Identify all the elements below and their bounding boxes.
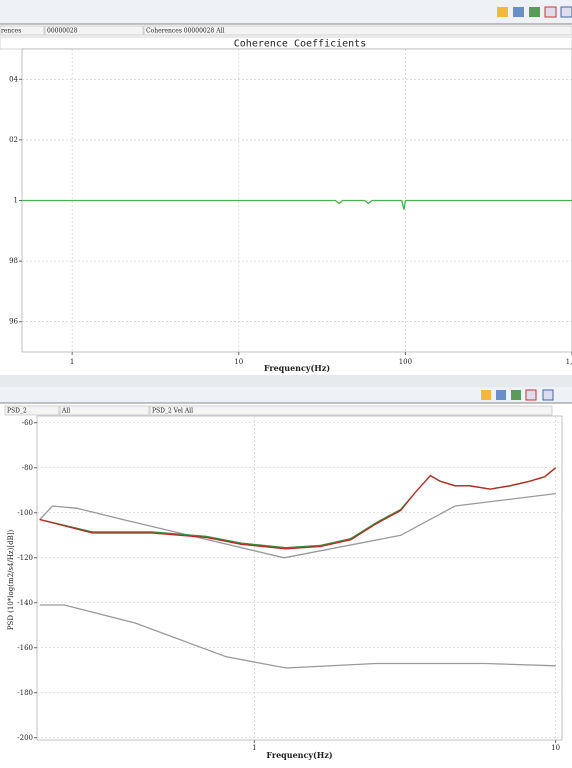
y-tick-label: -160 (17, 644, 33, 652)
x-tick-label: 1, (566, 358, 572, 366)
selector-text: Coherences 00000028 All (146, 28, 224, 35)
selector-text: rences (1, 28, 21, 35)
plot-area (36, 415, 563, 741)
window-icon[interactable] (542, 389, 554, 401)
series-line (39, 604, 556, 669)
export-icon[interactable] (529, 7, 540, 17)
x-tick-label: 1 (252, 744, 256, 752)
selector[interactable] (143, 25, 572, 36)
close-icon[interactable] (525, 389, 537, 401)
y-tick-label: 1 (14, 197, 18, 205)
selector[interactable] (0, 25, 45, 36)
x-tick-label: 100 (399, 358, 412, 366)
y-tick-label: 98 (9, 257, 18, 265)
save-icon[interactable] (496, 390, 506, 400)
y-tick-label: -120 (17, 554, 33, 562)
window-icon[interactable] (560, 6, 572, 18)
toolbar (0, 0, 572, 24)
y-tick-label: -100 (17, 509, 33, 517)
y-tick-label: -140 (17, 599, 33, 607)
open-icon[interactable] (497, 7, 508, 17)
y-tick-label: 02 (9, 136, 18, 144)
selector-text: PSD_2 Vel All (152, 408, 193, 415)
x-axis-label: Frequency(Hz) (266, 750, 333, 760)
y-tick-label: -180 (17, 689, 33, 697)
open-icon[interactable] (481, 390, 491, 400)
selector[interactable] (149, 405, 553, 416)
toolbar (0, 387, 572, 403)
y-tick-label: 96 (9, 318, 18, 326)
selector-text: All (61, 408, 70, 415)
selector[interactable] (4, 405, 60, 416)
series-line (39, 492, 556, 559)
selector-text: 00000028 (47, 28, 78, 35)
selector[interactable] (59, 405, 150, 416)
series-line (22, 199, 572, 210)
selector-text: PSD_2 (7, 408, 27, 415)
x-tick-label: 10 (234, 358, 243, 366)
series-line (39, 467, 557, 550)
x-tick-label: 1 (70, 358, 74, 366)
selector[interactable] (44, 25, 144, 36)
save-icon[interactable] (513, 7, 524, 17)
export-icon[interactable] (511, 390, 521, 400)
x-axis-label: Frequency(Hz) (264, 363, 331, 373)
toolbar-icons (481, 389, 554, 401)
separator (0, 375, 572, 387)
y-tick-label: 04 (9, 75, 18, 83)
chart-title: Coherence Coefficients (234, 39, 366, 50)
close-icon[interactable] (544, 6, 557, 18)
y-axis-label: PSD (10*log(m2/s4/Hz)[dB]) (7, 530, 15, 631)
toolbar-icons (497, 6, 572, 18)
y-tick-label: -60 (22, 419, 33, 427)
y-tick-label: -80 (22, 464, 33, 472)
y-tick-label: -200 (17, 734, 33, 742)
x-tick-label: 10 (551, 744, 560, 752)
